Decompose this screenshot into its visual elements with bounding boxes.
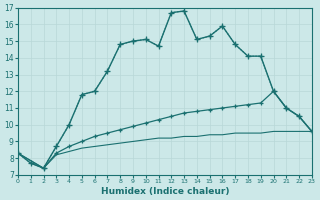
X-axis label: Humidex (Indice chaleur): Humidex (Indice chaleur) <box>101 187 229 196</box>
